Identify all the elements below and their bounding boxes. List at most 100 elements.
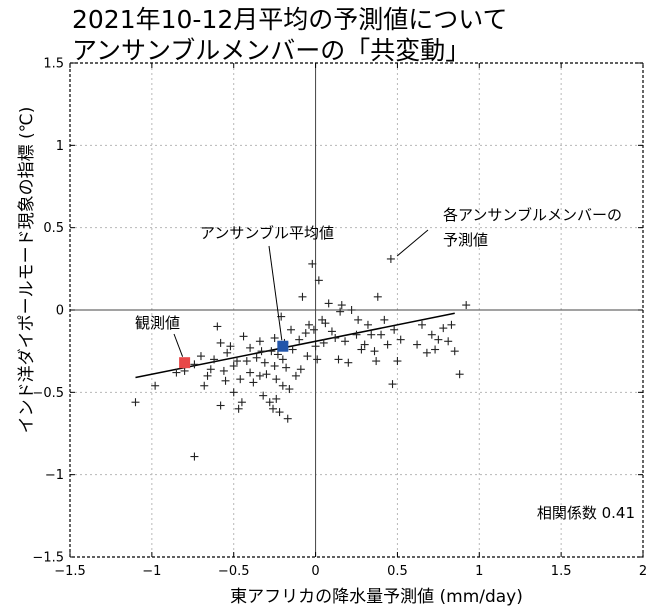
member-point <box>151 381 160 390</box>
y-tick-label: 1 <box>56 139 64 154</box>
member-point <box>427 330 436 339</box>
member-point <box>255 337 264 346</box>
chart-title: 2021年10-12月平均の予測値について アンサンブルメンバーの「共変動」 <box>72 4 508 66</box>
member-point <box>439 324 448 333</box>
member-point <box>380 315 389 324</box>
member-point <box>190 360 199 369</box>
member-point <box>287 325 296 334</box>
ensemble-mean-point <box>277 340 289 352</box>
member-point <box>360 340 369 349</box>
member-point <box>213 322 222 331</box>
plot-frame <box>69 62 644 558</box>
y-tick-label: −1 <box>45 468 64 483</box>
member-point <box>422 348 431 357</box>
member-point <box>298 292 307 301</box>
member-point <box>303 352 312 361</box>
member-point <box>309 325 318 334</box>
member-point <box>236 375 245 384</box>
member-point <box>252 353 261 362</box>
member-point <box>311 342 320 351</box>
member-point <box>269 404 278 413</box>
y-tick-label: −0.5 <box>32 386 64 401</box>
member-point <box>221 376 230 385</box>
member-point <box>131 398 140 407</box>
member-point <box>447 320 456 329</box>
member-point <box>239 332 248 341</box>
member-point <box>336 307 345 316</box>
member-label-line-2: 予測値 <box>443 231 488 249</box>
member-point <box>383 340 392 349</box>
member-point <box>413 340 422 349</box>
member-point <box>262 370 271 379</box>
member-point <box>267 347 276 356</box>
correlation-label: 相関係数 0.41 <box>537 504 635 522</box>
member-point <box>296 365 305 374</box>
member-point <box>334 355 343 364</box>
x-tick-label: −0.5 <box>218 564 250 579</box>
ensemble-mean-label: アンサンブル平均値 <box>200 224 334 242</box>
x-axis-label: 東アフリカの降水量予測値 (mm/day) <box>230 587 523 607</box>
member-point <box>393 357 402 366</box>
observation-label: 観測値 <box>135 314 180 332</box>
member-point <box>462 301 471 310</box>
member-point <box>257 347 266 356</box>
member-point <box>327 327 336 336</box>
member-point <box>324 299 333 308</box>
member-point <box>396 335 405 344</box>
member-point <box>216 338 225 347</box>
member-point <box>444 337 453 346</box>
x-tick-label: −1.5 <box>54 564 86 579</box>
member-point <box>363 320 372 329</box>
member-point <box>357 345 366 354</box>
chart-title-line-1: 2021年10-12月平均の予測値について <box>72 5 508 34</box>
member-point <box>172 368 181 377</box>
member-label-line-1: 各アンサンブルメンバーの <box>443 206 622 224</box>
ensemble-mean-leader <box>268 245 283 341</box>
member-point <box>372 357 381 366</box>
member-point <box>223 348 232 357</box>
member-point <box>319 338 328 347</box>
observation-leader <box>173 333 184 357</box>
member-point <box>282 363 291 372</box>
member-point <box>219 366 228 375</box>
member-point <box>308 259 317 268</box>
member-point <box>206 365 215 374</box>
member-point <box>321 319 330 328</box>
member-point <box>255 371 264 380</box>
member-point <box>275 408 284 417</box>
x-tick-label: 0 <box>311 564 319 579</box>
member-point <box>367 330 376 339</box>
highlight-points <box>179 340 289 369</box>
member-point <box>210 355 219 364</box>
member-point <box>295 335 304 344</box>
member-point <box>249 378 258 387</box>
member-point <box>246 343 255 352</box>
y-tick-label: −1.5 <box>32 551 64 566</box>
member-point <box>229 388 238 397</box>
member-point <box>301 329 310 338</box>
member-point <box>273 350 282 359</box>
member-point <box>285 385 294 394</box>
member-point <box>246 368 255 377</box>
member-point <box>386 254 395 263</box>
member-point <box>242 357 251 366</box>
member-point <box>265 398 274 407</box>
member-point <box>370 347 379 356</box>
member-point <box>226 342 235 351</box>
member-point <box>260 358 269 367</box>
tick-labels: −1.5 −1 −0.5 0 0.5 1 1.5 2 −1.5 −1 −0.5 0 0.5 1 1.5 <box>32 57 647 580</box>
member-point <box>196 352 205 361</box>
member-point <box>272 375 281 384</box>
member-point <box>434 335 443 344</box>
member-point <box>278 355 287 364</box>
member-point <box>314 276 323 285</box>
member-point <box>388 380 397 389</box>
member-point <box>272 394 281 403</box>
member-points <box>131 254 471 461</box>
member-point <box>417 320 426 329</box>
member-point <box>270 361 279 370</box>
y-tick-label: 1.5 <box>43 57 64 72</box>
y-tick-label: 0.5 <box>43 221 64 236</box>
member-point <box>270 333 279 342</box>
